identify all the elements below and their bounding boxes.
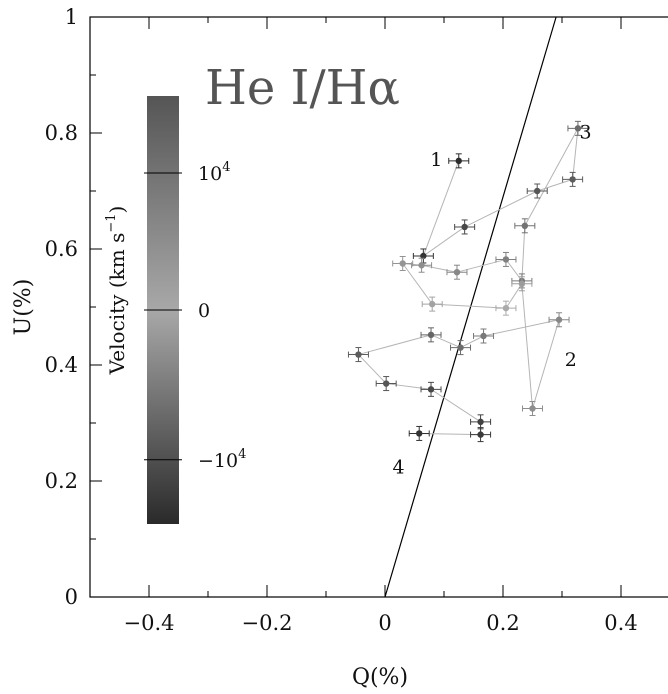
connector-segment xyxy=(432,303,506,309)
connector-segment xyxy=(532,319,560,409)
connector-segment xyxy=(460,335,484,349)
y-axis-label: U(%) xyxy=(11,279,36,336)
connector-segment xyxy=(521,283,533,409)
x-tick-label: 0.2 xyxy=(486,611,519,635)
colorbar-tick-exponent: 4 xyxy=(222,160,230,175)
data-point xyxy=(399,260,406,267)
colorbar-tick-label: 104 xyxy=(198,160,230,185)
colorbar-title-exponent: −1 xyxy=(104,213,119,232)
connector-segment xyxy=(505,259,523,282)
point-annotation: 2 xyxy=(565,349,577,371)
data-point xyxy=(569,176,576,183)
colorbar-tick-exponent: 4 xyxy=(238,447,246,462)
axes: −0.4 −0.2 0 0.2 0.4 0 0.2 0.4 0.6 0.8 1 xyxy=(45,5,638,635)
data-point xyxy=(420,252,427,260)
x-tick-label: −0.4 xyxy=(124,611,175,635)
data-point xyxy=(477,418,484,426)
connector-segment xyxy=(358,334,432,356)
point-annotation: 1 xyxy=(430,149,442,171)
data-point xyxy=(502,304,510,312)
data-point xyxy=(416,430,423,437)
connector-segment xyxy=(430,388,481,423)
data-point xyxy=(502,256,510,263)
y-tick-label: 0 xyxy=(65,585,78,609)
connector-segment xyxy=(430,334,461,349)
data-point xyxy=(418,262,425,269)
colorbar-tick-label: −104 xyxy=(198,447,246,472)
connector-segment xyxy=(358,354,387,384)
connector-segment xyxy=(421,264,458,273)
y-tick-label: 0.8 xyxy=(45,121,78,145)
data-point xyxy=(480,332,487,340)
velocity-colorbar: 104 0 −104 Velocity (km s−1) xyxy=(104,96,246,524)
data-point xyxy=(382,380,390,387)
x-axis-label: Q(%) xyxy=(352,665,408,690)
data-point xyxy=(518,280,526,287)
colorbar-tick-label: 0 xyxy=(198,300,210,322)
data-point xyxy=(457,344,464,351)
annotations: 1 2 3 4 xyxy=(393,121,592,478)
connector-segment xyxy=(524,128,579,227)
y-tick-label: 0.4 xyxy=(45,353,78,377)
connector-segment xyxy=(572,128,579,180)
data-point xyxy=(355,351,362,358)
data-point xyxy=(574,125,582,132)
data-point xyxy=(461,223,468,231)
reference-line-segment xyxy=(384,16,557,598)
y-tick-label: 0.2 xyxy=(45,469,78,493)
data-point xyxy=(521,222,529,229)
data-point xyxy=(427,386,435,393)
connector-lines xyxy=(358,128,579,436)
connector-segment xyxy=(422,160,460,257)
connector-segment xyxy=(386,383,432,390)
data-point xyxy=(429,300,436,308)
data-point xyxy=(534,187,541,195)
data-point xyxy=(455,157,462,165)
point-annotation: 3 xyxy=(580,121,592,143)
connector-segment xyxy=(537,178,573,192)
connector-segment xyxy=(402,263,433,305)
data-point xyxy=(555,316,563,323)
data-point xyxy=(453,269,461,276)
connector-segment xyxy=(521,225,526,281)
y-tick-label: 0.6 xyxy=(45,237,78,261)
data-points xyxy=(347,120,589,443)
colorbar-title: Velocity (km s−1) xyxy=(104,206,129,376)
point-annotation: 4 xyxy=(393,457,405,479)
data-point xyxy=(529,405,536,412)
connector-segment xyxy=(464,190,538,228)
y-tick-label: 1 xyxy=(65,5,78,29)
x-tick-label: 0 xyxy=(378,611,391,635)
data-point xyxy=(477,431,484,438)
data-point xyxy=(427,331,435,339)
panel-title: He I/Hα xyxy=(205,60,400,116)
connector-segment xyxy=(423,226,465,257)
connector-segment xyxy=(483,319,560,337)
connector-segment xyxy=(456,258,507,273)
reference-line xyxy=(384,16,557,598)
colorbar-title-end: ) xyxy=(105,206,129,214)
x-tick-label: 0.4 xyxy=(604,611,637,635)
x-tick-label: −0.2 xyxy=(242,611,293,635)
